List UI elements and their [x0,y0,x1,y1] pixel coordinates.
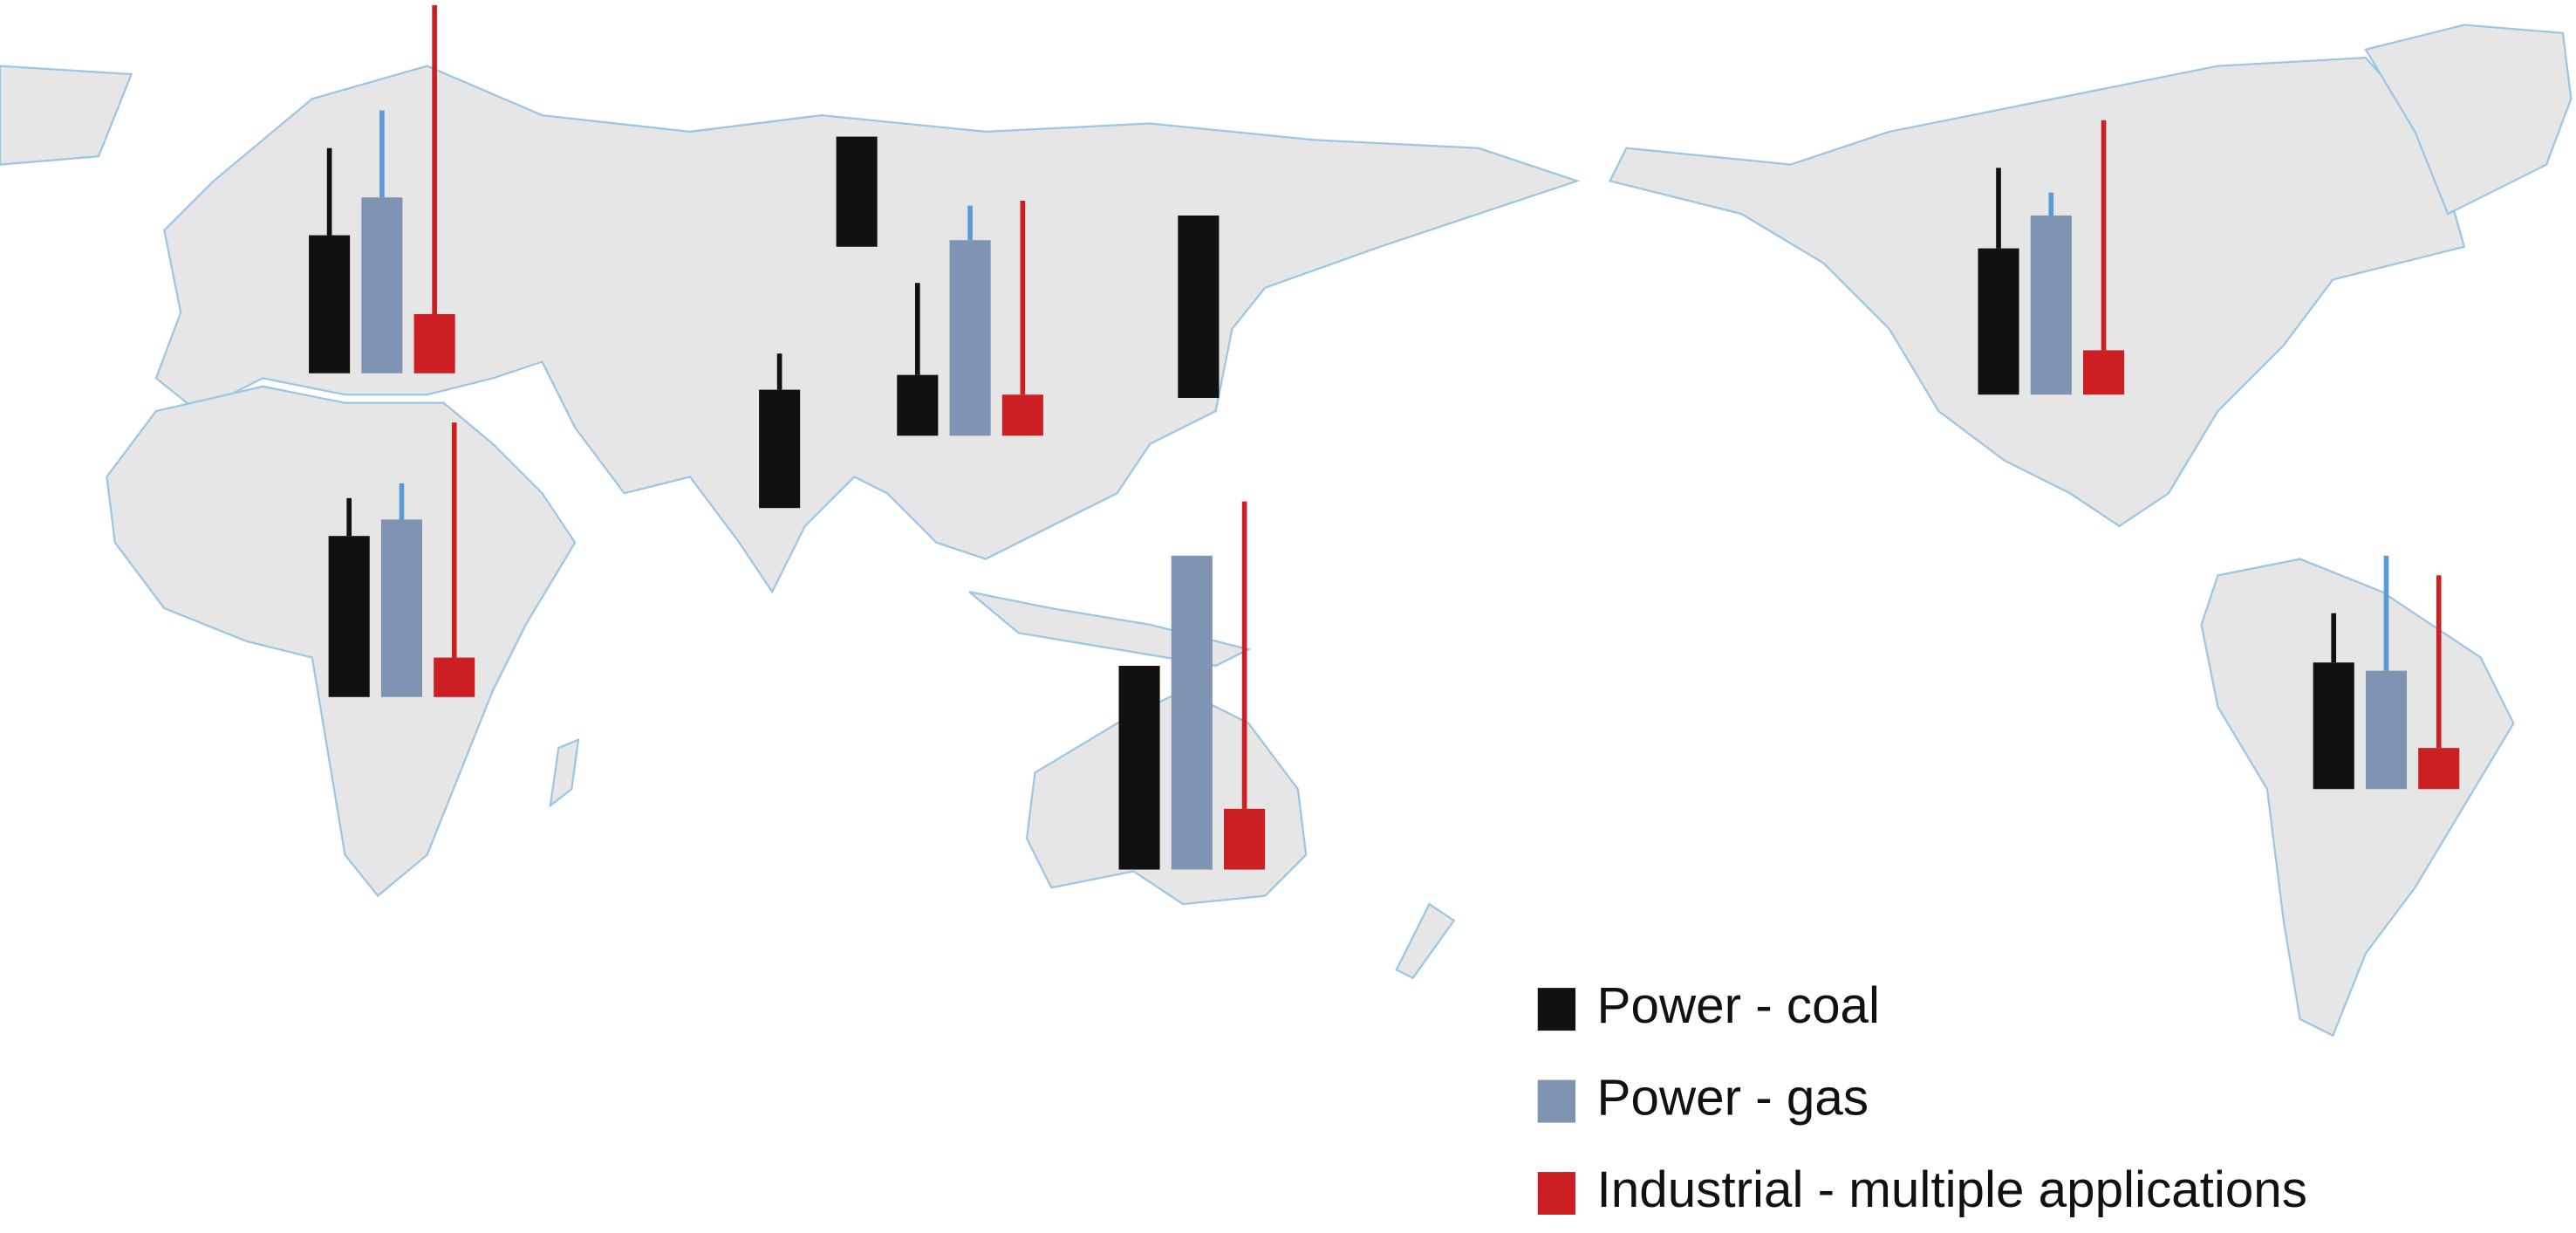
eurasia [154,65,1581,594]
bar [759,389,801,509]
bar [309,235,351,373]
bar [413,313,455,373]
australia [1025,688,1308,906]
legend-swatch [1537,1172,1576,1216]
bar [2313,662,2354,790]
greenland [2364,24,2573,216]
bar [2030,215,2072,395]
bar [2083,350,2125,395]
bar [2365,670,2408,790]
bar [1118,665,1160,870]
bar [1001,394,1043,436]
legend: Power - coal Power - gas Industrial - mult… [1537,977,2307,1218]
alaska-edge [0,65,133,166]
legend-label: Industrial - multiple applications [1597,1161,2307,1218]
legend-swatch [1537,1079,1576,1123]
bar [1178,215,1220,399]
south-america [2200,558,2515,1038]
new-zealand [1395,902,1456,980]
bar [949,240,991,436]
bar [328,536,370,697]
bars [309,4,2460,870]
legend-label: Power - gas [1597,1069,1869,1126]
bar [1978,248,2019,395]
bar [434,657,475,697]
bar [380,519,423,697]
bar [897,374,939,436]
bar [2418,748,2460,790]
bar [836,136,878,247]
madagascar [549,737,580,808]
legend-label: Power - coal [1597,977,1880,1034]
bar [361,197,403,373]
bar [1224,808,1266,870]
legend-swatch [1537,988,1576,1031]
bar [1171,555,1213,870]
